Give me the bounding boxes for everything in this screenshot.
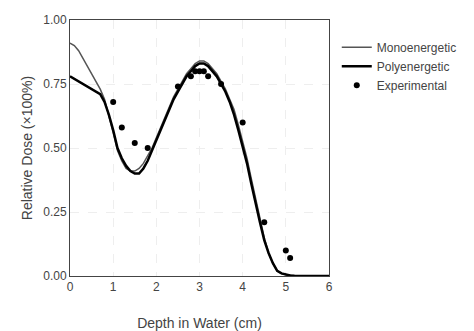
svg-text:1: 1 xyxy=(110,280,117,294)
svg-text:1.00: 1.00 xyxy=(43,13,67,27)
svg-text:2: 2 xyxy=(153,280,160,294)
svg-text:3: 3 xyxy=(196,280,203,294)
svg-text:0.50: 0.50 xyxy=(43,141,67,155)
svg-text:0.00: 0.00 xyxy=(43,269,67,283)
svg-text:4: 4 xyxy=(239,280,246,294)
svg-text:Monoenergetic: Monoenergetic xyxy=(377,41,456,55)
svg-text:6: 6 xyxy=(326,280,333,294)
svg-text:Depth in Water (cm): Depth in Water (cm) xyxy=(137,315,262,331)
svg-text:Polyenergetic: Polyenergetic xyxy=(377,60,450,74)
svg-text:0.75: 0.75 xyxy=(43,77,67,91)
svg-text:5: 5 xyxy=(282,280,289,294)
svg-text:0: 0 xyxy=(67,280,74,294)
svg-text:0.25: 0.25 xyxy=(43,205,67,219)
svg-text:Experimental: Experimental xyxy=(377,79,447,93)
svg-text:Relative Dose (×100%): Relative Dose (×100%) xyxy=(19,76,35,220)
